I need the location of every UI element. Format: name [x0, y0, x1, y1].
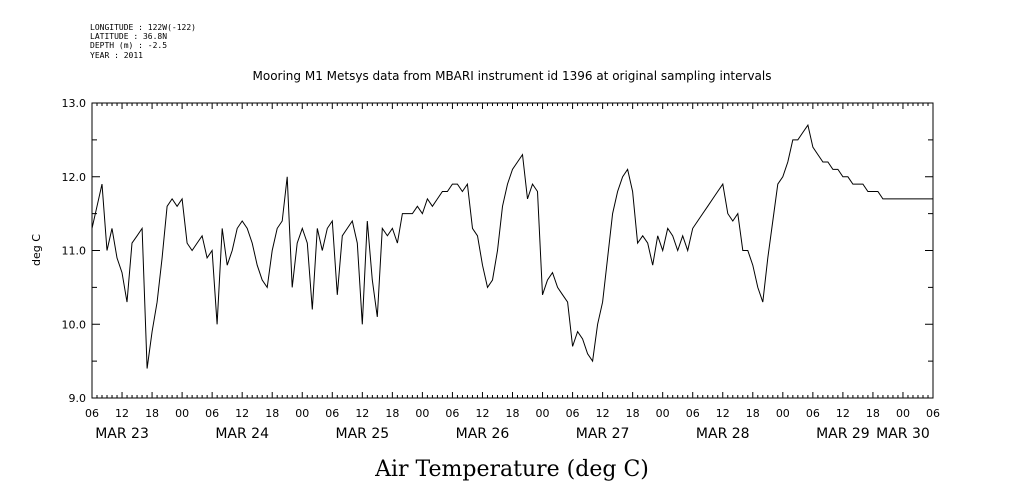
- longitude-label: LONGITUDE : 122W(-122): [90, 23, 196, 32]
- x-day-label: MAR 23: [95, 426, 149, 442]
- x-hour-tick-label: 06: [926, 407, 940, 420]
- y-tick-label: 11.0: [62, 245, 87, 258]
- x-hour-tick-label: 00: [295, 407, 309, 420]
- x-day-label: MAR 28: [696, 426, 750, 442]
- x-hour-tick-label: 12: [355, 407, 369, 420]
- x-day-label: MAR 24: [215, 426, 269, 442]
- latitude-label: LATITUDE : 36.8N: [90, 32, 167, 41]
- series-layer: [91, 123, 933, 369]
- y-tick-labels: 9.0 10.0 11.0 12.0 13.0: [62, 97, 87, 405]
- x-day-labels: MAR 23 MAR 24 MAR 25 MAR 26 MAR 27 MAR 28 MAR …: [95, 426, 930, 442]
- x-hour-tick-label: 00: [415, 407, 429, 420]
- x-hour-tick-label: 18: [746, 407, 760, 420]
- x-hour-tick-labels: 06 12 18 00 06 12 18 00 06 12 18 00 06 12 18 00 06 12 18 00…: [85, 407, 940, 420]
- x-hour-tick-label: 12: [235, 407, 249, 420]
- x-hour-tick-label: 00: [896, 407, 910, 420]
- x-hour-tick-label: 18: [385, 407, 399, 420]
- x-hour-tick-label: 06: [85, 407, 99, 420]
- plot-axes: [91, 102, 934, 399]
- x-day-label: MAR 25: [335, 426, 389, 442]
- x-hour-tick-label: 00: [536, 407, 550, 420]
- x-hour-tick-label: 12: [115, 407, 129, 420]
- y-axis-label: deg C: [30, 234, 43, 266]
- x-day-label: MAR 26: [456, 426, 510, 442]
- x-hour-tick-label: 18: [866, 407, 880, 420]
- x-hour-tick-label: 18: [265, 407, 279, 420]
- x-hour-tick-label: 06: [686, 407, 700, 420]
- x-hour-tick-label: 06: [806, 407, 820, 420]
- series-line-air-temperature: [91, 123, 933, 369]
- x-hour-tick-label: 12: [716, 407, 730, 420]
- x-hour-tick-label: 00: [776, 407, 790, 420]
- y-tick-label: 13.0: [62, 97, 87, 110]
- x-hour-tick-label: 00: [175, 407, 189, 420]
- y-tick-label: 9.0: [69, 392, 87, 405]
- year-label: YEAR : 2011: [90, 51, 143, 60]
- x-day-label: MAR 27: [576, 426, 630, 442]
- y-tick-label: 10.0: [62, 318, 87, 331]
- x-day-label: MAR 29: [816, 426, 870, 442]
- x-hour-tick-label: 18: [626, 407, 640, 420]
- x-day-label: MAR 30: [876, 426, 930, 442]
- x-hour-tick-label: 12: [836, 407, 850, 420]
- x-hour-tick-label: 12: [596, 407, 610, 420]
- x-hour-tick-label: 00: [656, 407, 670, 420]
- plot-frame: [91, 102, 934, 399]
- bottom-title: Air Temperature (deg C): [374, 457, 649, 482]
- chart-title: Mooring M1 Metsys data from MBARI instru…: [253, 69, 772, 83]
- x-hour-tick-label: 06: [445, 407, 459, 420]
- x-hour-tick-label: 06: [205, 407, 219, 420]
- x-hour-tick-label: 18: [145, 407, 159, 420]
- x-hour-tick-label: 06: [325, 407, 339, 420]
- x-hour-tick-label: 06: [566, 407, 580, 420]
- x-hour-tick-label: 18: [506, 407, 520, 420]
- x-hour-tick-label: 12: [475, 407, 489, 420]
- depth-label: DEPTH (m) : -2.5: [90, 41, 167, 50]
- y-tick-label: 12.0: [62, 171, 87, 184]
